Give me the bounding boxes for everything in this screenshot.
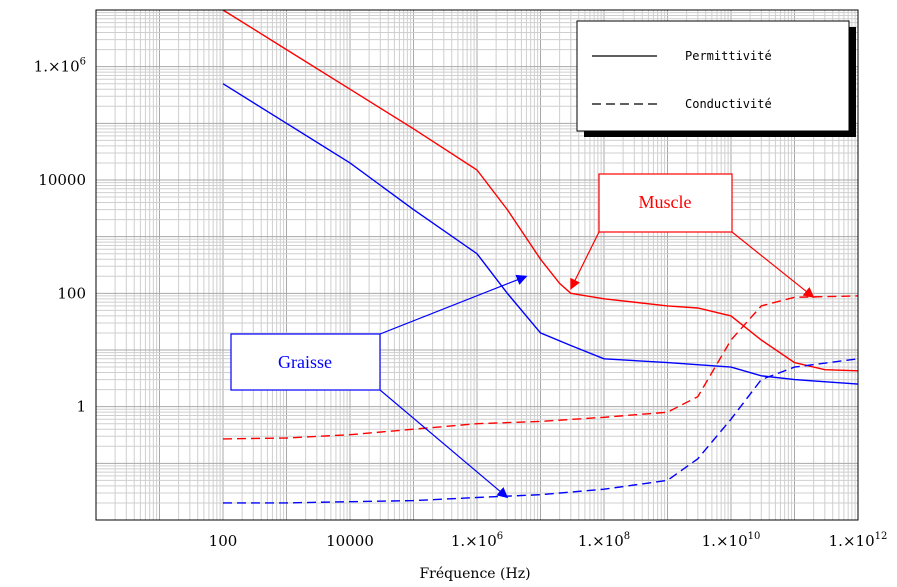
callout-graisse: Graisse: [230, 333, 381, 391]
legend-label-permittivite: Permittivité: [685, 49, 772, 63]
series-graisse-permittivite: [222, 83, 859, 385]
y-tick-label: 1.×106: [34, 57, 86, 76]
series-muscle-conductivite: [222, 295, 859, 440]
x-tick-label: 1.×1012: [829, 531, 888, 550]
y-tick-label: 1: [76, 398, 86, 416]
x-tick-label: 10000: [326, 532, 374, 550]
callout-arrows: [379, 231, 815, 499]
legend-label-conductivite: Conductivité: [685, 97, 772, 111]
y-tick-label: 10000: [38, 171, 86, 189]
series-muscle-permittivite: [222, 9, 859, 372]
x-axis-label: Fréquence (Hz): [419, 566, 530, 582]
tick-labels: 100 10000 1.×106 1.×108 1.×1010 1.×1012 1 100 10…: [34, 57, 888, 550]
callout-graisse-label: Graisse: [278, 352, 332, 372]
y-tick-label: 100: [57, 284, 86, 302]
callout-muscle: Muscle: [598, 173, 733, 233]
x-tick-label: 100: [209, 532, 238, 550]
legend: Permittivité Conductivité: [576, 20, 856, 137]
callout-arrow-muscle: [731, 231, 815, 299]
x-tick-label: 1.×108: [578, 531, 630, 550]
callout-arrow-muscle: [570, 231, 600, 290]
legend-box: [576, 20, 850, 132]
callout-muscle-label: Muscle: [639, 192, 692, 212]
series-graisse-conductivite: [223, 358, 859, 504]
callout-graisse-box: [230, 333, 381, 391]
callout-arrow-graisse: [379, 389, 509, 499]
callout-muscle-box: [598, 173, 733, 233]
x-tick-label: 1.×1010: [702, 531, 761, 550]
callout-arrow-graisse: [379, 274, 528, 335]
plot-frame: [95, 9, 859, 521]
series-group: [222, 9, 859, 504]
x-tick-label: 1.×106: [451, 531, 503, 550]
